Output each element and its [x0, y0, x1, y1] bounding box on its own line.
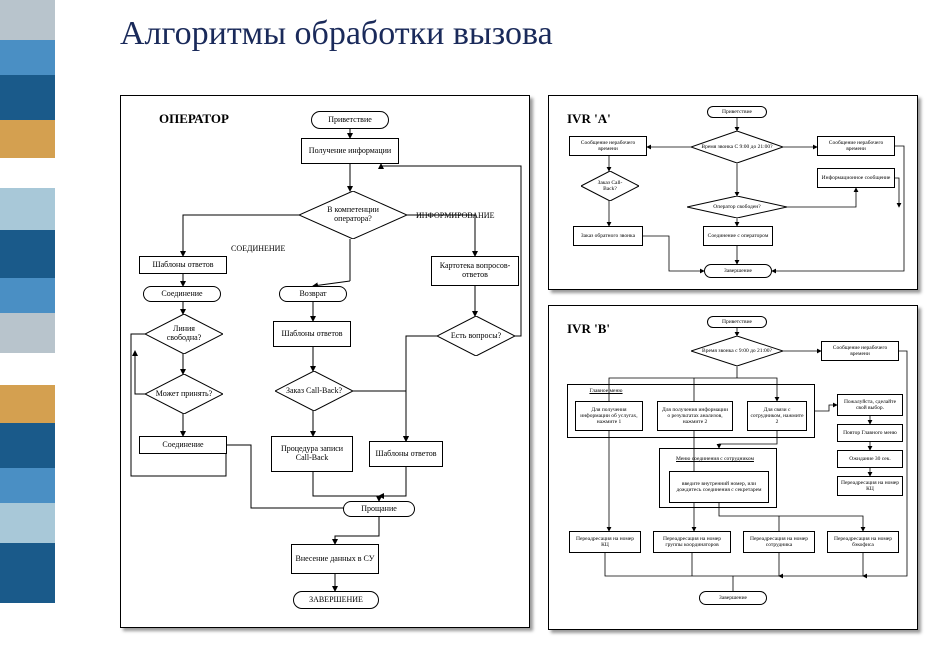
flowchart-decision-linefree: Линия свободна?	[145, 314, 223, 354]
flowchart-process-b_r1: Переадресация на номер КЦ	[569, 531, 641, 553]
slide-title: Алгоритмы обработки вызова	[120, 15, 553, 53]
flowchart-process-b_choice: Пожалуйста, сделайте свой выбор.	[837, 394, 903, 416]
ivr-b-panel-title: IVR 'B'	[567, 321, 610, 337]
sidebar-stripe	[0, 0, 55, 40]
ivr-b-flowchart-panel: IVR 'B' Приветствие Время звонка с 9:00 д…	[548, 305, 918, 630]
flowchart-decision-a_opfree: Оператор свободен?	[687, 196, 787, 218]
flowchart-decision-a_cb: Заказ Call-Back?	[581, 171, 639, 201]
ivr-a-panel-title: IVR 'A'	[567, 111, 611, 127]
sidebar-stripe	[0, 120, 55, 158]
operator-flowchart-panel: ОПЕРАТОР Приветствие Получение информации…	[120, 95, 530, 628]
flowchart-terminator-conn1: Соединение	[143, 286, 221, 302]
sidebar-stripe	[0, 230, 55, 278]
flowchart-process-b_wait: Ожидание 30 сек.	[837, 450, 903, 468]
sidebar-stripe	[0, 385, 55, 423]
ivr-a-flowchart-panel: IVR 'A' Приветствие Сообщение нерабочего …	[548, 95, 918, 290]
sidebar-stripe	[0, 503, 55, 543]
flowchart-process-a_off: Сообщение нерабочего времени	[569, 136, 647, 156]
flowchart-terminator-b_end: Завершение	[699, 591, 767, 605]
flowchart-process-a_info: Информационное сообщение	[817, 168, 895, 188]
sidebar-stripe	[0, 278, 55, 313]
flowchart-process-templates1: Шаблоны ответов	[139, 256, 227, 274]
flowchart-process-store: Внесение данных в СУ	[291, 544, 379, 574]
flowchart-terminator-greet: Приветствие	[311, 111, 389, 129]
sidebar-stripe	[0, 543, 55, 603]
flowchart-terminator-farewell: Прощание	[343, 501, 415, 517]
flowchart-process-b_r3: Переадресация на номер сотрудника	[743, 531, 815, 553]
flowchart-process-a_cborder: Заказ обратного звонка	[573, 226, 643, 246]
flowchart-decision-callback: Заказ Call-Back?	[275, 371, 353, 411]
flowchart-process-cards: Картотека вопросов-ответов	[431, 256, 519, 286]
flowchart-process-b_r4: Переадресация на номер бэкофиса	[827, 531, 899, 553]
sidebar-stripe	[0, 75, 55, 120]
flowchart-process-templates3: Шаблоны ответов	[369, 441, 443, 467]
sidebar-stripe	[0, 468, 55, 503]
flowchart-process-b_repeat: Повтор Главного меню	[837, 424, 903, 442]
flowchart-decision-comp: В компетенции оператора?	[299, 191, 407, 239]
flowchart-decision-canaccept: Может принять?	[145, 374, 223, 414]
sidebar-stripe	[0, 313, 55, 353]
flowchart-terminator-b_greet: Приветствие	[707, 316, 767, 328]
flowchart-process-templates2: Шаблоны ответов	[273, 321, 351, 347]
sidebar-stripe	[0, 188, 55, 230]
flowchart-process-b_off: Сообщение нерабочего времени	[821, 341, 899, 361]
flowchart-terminator-a_greet: Приветствие	[707, 106, 767, 118]
edge-label: ИНФОРМИРОВАНИЕ	[416, 211, 494, 220]
flowchart-process-b_enter: введите внутренний номер, или дождитесь …	[669, 471, 769, 503]
flowchart-process-b_redir: Переадресация на номер КЦ	[837, 476, 903, 496]
sidebar-stripe	[0, 158, 55, 188]
sidebar-stripe	[0, 353, 55, 385]
edge-label: СОЕДИНЕНИЕ	[231, 244, 285, 253]
flowchart-process-cbproc: Процедура записи Call-Back	[271, 436, 353, 472]
operator-panel-title: ОПЕРАТОР	[159, 111, 229, 127]
flowchart-terminator-return: Возврат	[279, 286, 347, 302]
sidebar-stripe	[0, 423, 55, 468]
flowchart-process-b_m3: Для связи с сотрудником, нажмите 2	[747, 401, 807, 431]
flowchart-process-getinfo: Получение информации	[301, 138, 399, 164]
flowchart-label-b_conn_title: Меню соединения с сотрудником	[665, 451, 765, 467]
flowchart-terminator-a_end: Завершение	[704, 264, 772, 278]
sidebar-stripe	[0, 40, 55, 75]
flowchart-decision-b_time: Время звонка с 9:00 до 21:00?	[691, 336, 783, 366]
flowchart-process-a_connop: Соединение с оператором	[703, 226, 773, 246]
flowchart-decision-moreq: Есть вопросы?	[437, 316, 515, 356]
flowchart-label-b_menu_title: Главное меню	[571, 386, 641, 396]
flowchart-process-b_r2: Переадресация на номер группы координато…	[653, 531, 731, 553]
flowchart-process-b_m1: Для получения информации об услугах, наж…	[575, 401, 643, 431]
flowchart-process-b_m2: Для получения информации о результатах а…	[657, 401, 733, 431]
decorative-sidebar	[0, 0, 55, 647]
flowchart-process-conn2: Соединение	[139, 436, 227, 454]
flowchart-decision-a_time: Время звонка С 9:00 до 21:00?	[691, 131, 783, 163]
flowchart-terminator-end: ЗАВЕРШЕНИЕ	[293, 591, 379, 609]
flowchart-process-a_off2: Сообщение нерабочего времени	[817, 136, 895, 156]
